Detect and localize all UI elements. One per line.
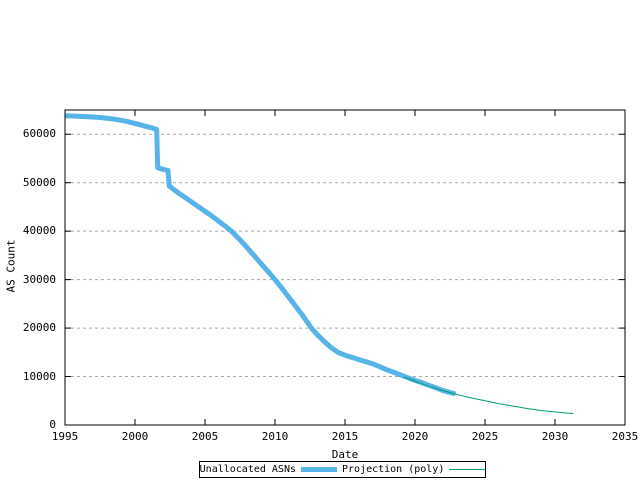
y-tick-label: 50000	[22, 175, 56, 189]
x-tick-label: 2005	[191, 430, 219, 443]
plot-frame	[64, 109, 626, 426]
x-tick-label: 2025	[471, 430, 499, 443]
legend-item-unallocated-asns: Unallocated ASNs	[199, 463, 337, 475]
y-axis-title: AS Count	[4, 239, 18, 293]
legend-line-sample-projection	[449, 469, 486, 470]
y-tick-label: 60000	[22, 127, 56, 141]
x-tick-label: 2015	[331, 430, 359, 443]
legend: Unallocated ASNs Projection (poly)	[199, 461, 486, 478]
series-line-1	[403, 376, 574, 414]
legend-label-unallocated-asns: Unallocated ASNs	[199, 463, 296, 475]
legend-item-projection-poly: Projection (poly)	[341, 463, 486, 475]
y-tick-label: 20000	[22, 321, 56, 335]
x-axis-title: Date	[331, 448, 359, 461]
y-tick-label: 30000	[22, 272, 56, 286]
y-tick-label: 10000	[22, 369, 56, 383]
x-tick-label: 2030	[541, 430, 569, 443]
x-tick-label: 2010	[261, 430, 289, 443]
legend-label-projection-poly: Projection (poly)	[341, 463, 445, 475]
x-tick-label: 1995	[51, 430, 79, 443]
legend-line-sample-unallocated	[300, 467, 337, 472]
x-tick-label: 2000	[121, 430, 149, 443]
series-line-0	[64, 113, 457, 397]
y-tick-label: 40000	[22, 224, 56, 238]
x-tick-label: 2035	[611, 430, 639, 443]
y-tick-label: 0	[49, 418, 56, 431]
x-tick-label: 2020	[401, 430, 429, 443]
